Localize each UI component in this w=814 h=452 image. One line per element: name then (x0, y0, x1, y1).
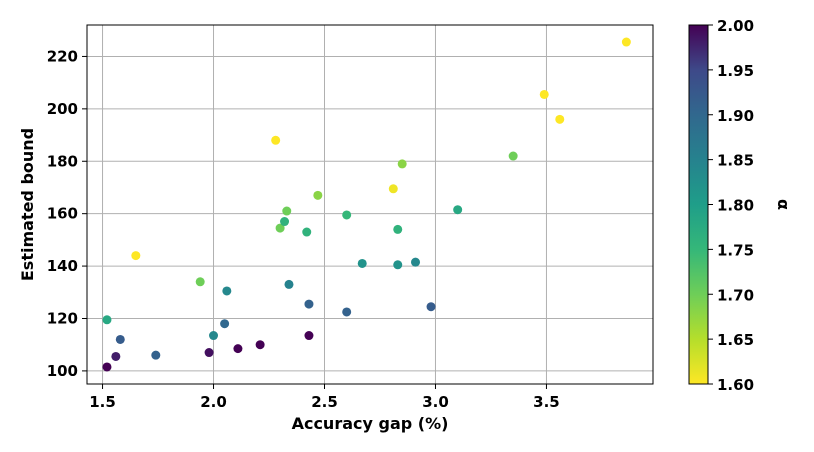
x-tick-label: 2.5 (311, 393, 338, 411)
y-tick-label: 220 (47, 47, 78, 65)
x-tick-label: 1.5 (89, 393, 116, 411)
colorbar-tick-label: 1.90 (717, 107, 754, 125)
colorbar-label: α (774, 199, 793, 210)
data-point (255, 340, 265, 350)
colorbar-tick-label: 1.95 (717, 62, 754, 80)
data-point (621, 37, 631, 47)
data-point (284, 279, 294, 289)
data-point (271, 135, 281, 145)
data-point (453, 205, 463, 215)
data-point (282, 206, 292, 216)
data-point (304, 299, 314, 309)
colorbar-tick-label: 1.85 (717, 152, 754, 170)
data-point (539, 89, 549, 99)
data-point (280, 217, 290, 227)
data-point (388, 184, 398, 194)
data-point (102, 315, 112, 325)
colorbar (688, 24, 709, 385)
data-point (397, 159, 407, 169)
data-point (304, 331, 314, 341)
data-point (555, 114, 565, 124)
data-point (426, 302, 436, 312)
data-point (357, 258, 367, 268)
x-tick-label: 3.0 (422, 393, 449, 411)
data-point (342, 307, 352, 317)
x-tick-label: 3.5 (533, 393, 560, 411)
data-point (302, 227, 312, 237)
data-point (151, 350, 161, 360)
x-axis-label: Accuracy gap (%) (292, 414, 449, 433)
data-point (111, 351, 121, 361)
data-point (209, 331, 219, 341)
plot-frame (86, 24, 654, 385)
x-tick-label: 2.0 (200, 393, 227, 411)
colorbar-tick-label: 1.75 (717, 241, 754, 259)
data-point (275, 223, 285, 233)
data-point (233, 344, 243, 354)
y-axis-ticks: 100 120 140 160 180 200 220 (47, 47, 87, 380)
data-point (411, 257, 421, 267)
data-point (313, 190, 323, 200)
data-point (115, 334, 125, 344)
y-tick-label: 180 (47, 152, 78, 170)
data-point (342, 210, 352, 220)
data-point (220, 319, 230, 329)
y-tick-label: 160 (47, 205, 78, 223)
x-axis-ticks: 1.5 2.0 2.5 3.0 3.5 (89, 384, 560, 411)
data-point (508, 151, 518, 161)
y-axis-label: Estimated bound (18, 128, 37, 281)
data-point (131, 251, 141, 261)
data-point (204, 348, 214, 358)
colorbar-tick-label: 1.70 (717, 286, 754, 304)
data-point (195, 277, 205, 287)
data-points (102, 37, 631, 372)
y-tick-label: 100 (47, 362, 78, 380)
data-point (393, 260, 403, 270)
colorbar-tick-label: 1.65 (717, 331, 754, 349)
colorbar-tick-label: 1.60 (717, 376, 754, 394)
data-point (393, 224, 403, 234)
y-tick-label: 120 (47, 309, 78, 327)
y-tick-label: 200 (47, 100, 78, 118)
colorbar-tick-label: 1.80 (717, 197, 754, 215)
colorbar-ticks: 1.60 1.65 1.70 1.75 1.80 1.85 1.90 1.95 2.00 (708, 17, 754, 394)
colorbar-tick-label: 2.00 (717, 17, 754, 35)
data-point (222, 286, 232, 296)
grid-lines (87, 25, 653, 384)
data-point (102, 362, 112, 372)
y-tick-label: 140 (47, 257, 78, 275)
